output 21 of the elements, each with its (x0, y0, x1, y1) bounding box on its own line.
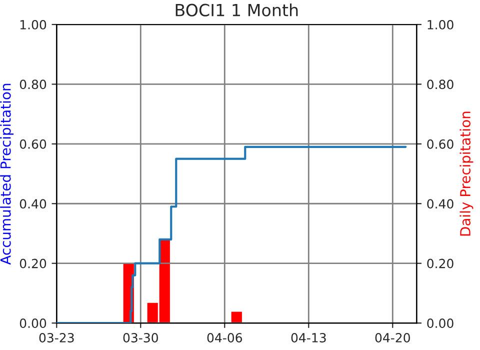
y2-tick-label: 0.40 (427, 199, 454, 209)
y-tick-label: 0.80 (20, 80, 46, 90)
y-tick-label: 0.00 (20, 318, 46, 328)
x-tick-label: 04-20 (375, 332, 410, 342)
y-tick-label: 0.20 (20, 258, 46, 268)
y-tick-label: 0.60 (20, 139, 46, 149)
y2-tick-label: 1.00 (428, 20, 454, 30)
x-tick-label: 04-06 (207, 332, 242, 342)
y2-tick-label: 0.20 (427, 258, 454, 268)
x-tick-label: 03-30 (123, 332, 158, 342)
y-tick-label: 1.00 (20, 20, 46, 30)
y2-tick-label: 0.00 (427, 318, 454, 328)
y2-tick-label: 0.60 (427, 139, 454, 149)
x-tick-label: 04-13 (291, 332, 326, 342)
y2-tick-label: 0.80 (427, 80, 454, 90)
y-axis-title: Accumulated Precipitation (0, 84, 14, 265)
bar (230, 310, 244, 324)
x-tick-label: 03-23 (39, 332, 74, 342)
y2-axis-title: Daily Precipitation (460, 112, 474, 236)
chart-title: BOCI1 1 Month (176, 4, 298, 16)
y-tick-label: 0.40 (20, 199, 46, 209)
